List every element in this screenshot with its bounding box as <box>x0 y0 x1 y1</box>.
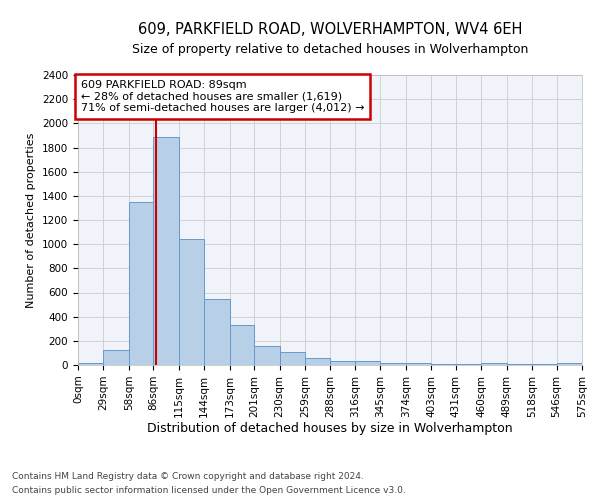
Y-axis label: Number of detached properties: Number of detached properties <box>26 132 37 308</box>
Text: Contains HM Land Registry data © Crown copyright and database right 2024.: Contains HM Land Registry data © Crown c… <box>12 472 364 481</box>
Bar <box>506 364 532 365</box>
Bar <box>431 364 456 365</box>
Bar <box>254 346 280 365</box>
Bar <box>406 362 431 365</box>
Bar <box>280 352 305 365</box>
Text: 609, PARKFIELD ROAD, WOLVERHAMPTON, WV4 6EH: 609, PARKFIELD ROAD, WOLVERHAMPTON, WV4 … <box>138 22 522 38</box>
Bar <box>154 136 179 365</box>
Text: Contains public sector information licensed under the Open Government Licence v3: Contains public sector information licen… <box>12 486 406 495</box>
X-axis label: Distribution of detached houses by size in Wolverhampton: Distribution of detached houses by size … <box>147 422 513 436</box>
Text: Size of property relative to detached houses in Wolverhampton: Size of property relative to detached ho… <box>132 42 528 56</box>
Bar <box>103 350 129 365</box>
Bar <box>230 324 254 365</box>
Bar <box>380 362 406 365</box>
Bar <box>532 364 557 365</box>
Text: 609 PARKFIELD ROAD: 89sqm
← 28% of detached houses are smaller (1,619)
71% of se: 609 PARKFIELD ROAD: 89sqm ← 28% of detac… <box>80 80 364 113</box>
Bar <box>305 358 331 365</box>
Bar <box>557 363 582 365</box>
Bar <box>179 238 204 365</box>
Bar <box>355 362 380 365</box>
Bar <box>456 364 481 365</box>
Bar <box>204 299 230 365</box>
Bar <box>129 202 154 365</box>
Bar <box>331 361 355 365</box>
Bar <box>481 363 506 365</box>
Bar <box>78 362 103 365</box>
